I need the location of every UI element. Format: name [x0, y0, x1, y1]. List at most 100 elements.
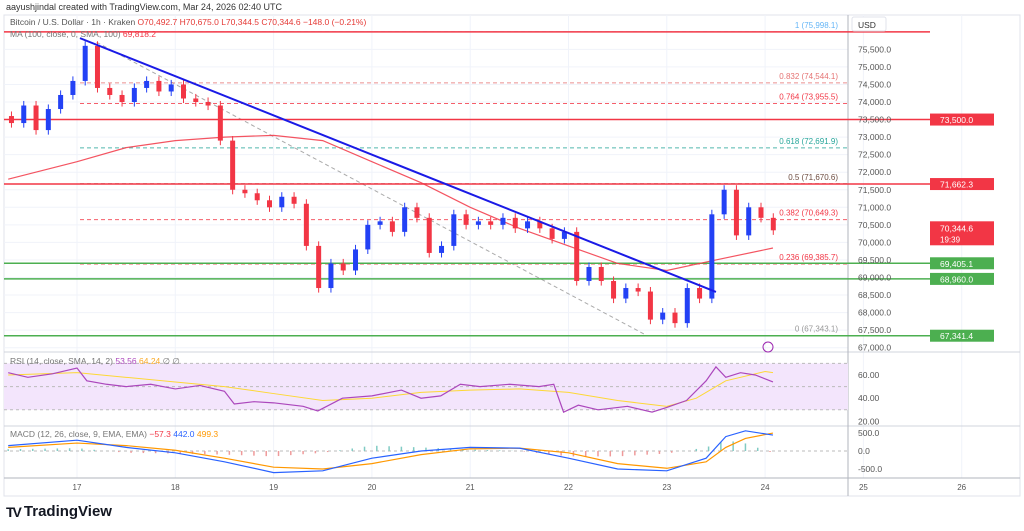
- fib-level-label: 0.832 (74,544.1): [779, 72, 838, 81]
- candle-body: [512, 217, 518, 229]
- price-level-badge: [930, 272, 994, 285]
- macd-tick-label: 500.0: [858, 428, 880, 438]
- legend-c: C70,344.6: [261, 17, 303, 27]
- candle-body: [217, 105, 223, 141]
- candle-body: [70, 80, 76, 95]
- macd-legend-v2: 442.0: [173, 429, 197, 439]
- fib-level-label: 0 (67,343.1): [795, 325, 838, 334]
- candle-body: [426, 217, 432, 253]
- rsi-legend-v2: 64.24: [139, 356, 163, 366]
- candle-body: [33, 105, 39, 131]
- fib-anchor-line: [96, 41, 648, 337]
- candle-body: [303, 203, 309, 246]
- trendline: [79, 37, 717, 293]
- candle-body: [21, 105, 27, 124]
- candle-body: [45, 109, 51, 131]
- price-tick-label: 74,500.0: [858, 79, 891, 89]
- candle-body: [230, 140, 236, 190]
- rsi-legend-v3: ∅: [163, 356, 173, 366]
- last-price-label: 70,344.6: [940, 223, 973, 233]
- candle-body: [316, 245, 322, 289]
- price-level-badge-label: 67,341.4: [940, 331, 973, 341]
- time-tick-label: 19: [269, 483, 278, 492]
- candle-body: [144, 80, 150, 88]
- price-level-badge-label: 73,500.0: [940, 115, 973, 125]
- fib-level-label: 0.764 (73,955.5): [779, 93, 838, 102]
- countdown-label: 19:39: [940, 235, 961, 244]
- legend-chg: −148.0 (−0.21%): [303, 17, 366, 27]
- candle-body: [623, 288, 629, 299]
- price-level-badge-label: 68,960.0: [940, 274, 973, 284]
- candle-body: [365, 224, 371, 250]
- candle-body: [647, 291, 653, 320]
- legend-l: L70,344.5: [221, 17, 261, 27]
- price-level-badge-label: 69,405.1: [940, 259, 973, 269]
- macd-legend-label: MACD (12, 26, close, 9, EMA, EMA): [10, 429, 149, 439]
- macd-line: [8, 430, 774, 474]
- fib-level-label: 1 (75,998.1): [795, 21, 838, 30]
- time-tick-label: 21: [466, 483, 475, 492]
- rsi-tick-label: 40.00: [858, 393, 880, 403]
- tradingview-logo[interactable]: TV TradingView: [6, 503, 112, 520]
- fib-level-label: 0.618 (72,691.9): [779, 137, 838, 146]
- candle-body: [328, 263, 334, 289]
- price-tick-label: 69,000.0: [858, 273, 891, 283]
- candle-body: [709, 214, 715, 299]
- candle-body: [561, 231, 567, 239]
- candle-body: [279, 196, 285, 208]
- price-tick-label: 67,500.0: [858, 325, 891, 335]
- candle-body: [525, 221, 531, 229]
- time-tick-label: 24: [761, 483, 770, 492]
- macd-tick-label: -500.0: [858, 464, 882, 474]
- candle-body: [733, 189, 739, 236]
- candle-body: [721, 189, 727, 215]
- rsi-legend: RSI (14, close, SMA, 14, 2) 53.56 64.24 …: [10, 356, 180, 366]
- candle-body: [758, 207, 764, 218]
- candle-body: [598, 266, 604, 282]
- candle-body: [770, 217, 776, 231]
- fib-level-label: 0.382 (70,649.3): [779, 209, 838, 218]
- rsi-tick-label: 20.00: [858, 416, 880, 426]
- rsi-legend-v1: 53.56: [115, 356, 139, 366]
- candle-body: [684, 288, 690, 324]
- time-tick-label: 25: [859, 483, 868, 492]
- price-tick-label: 67,000.0: [858, 343, 891, 353]
- candle-body: [586, 266, 592, 282]
- candle-body: [402, 207, 408, 232]
- candle-body: [475, 221, 481, 225]
- price-tick-label: 70,500.0: [858, 220, 891, 230]
- ma-legend: MA (100, close, 0, SMA, 100) 69,818.2: [10, 29, 156, 39]
- candle-body: [549, 228, 555, 239]
- legend-o: O70,492.7: [138, 17, 180, 27]
- price-tick-label: 68,000.0: [858, 308, 891, 318]
- price-level-badge: [930, 113, 994, 126]
- symbol-legend[interactable]: Bitcoin / U.S. Dollar · 1h · Kraken O70,…: [10, 17, 366, 27]
- candle-body: [451, 214, 457, 246]
- time-tick-label: 22: [564, 483, 573, 492]
- time-tick-label: 18: [171, 483, 180, 492]
- candle-body: [58, 94, 64, 110]
- rsi-tick-label: 60.00: [858, 370, 880, 380]
- candle-body: [267, 200, 273, 208]
- brand-name: TradingView: [23, 503, 112, 520]
- price-level-badge-label: 71,662.3: [940, 180, 973, 190]
- candle-body: [660, 312, 666, 320]
- macd-signal-line: [8, 432, 774, 470]
- price-tick-label: 70,000.0: [858, 237, 891, 247]
- candle-body: [242, 189, 248, 194]
- price-level-badge: [930, 329, 994, 342]
- time-tick-label: 26: [957, 483, 966, 492]
- candle-body: [389, 221, 395, 232]
- price-tick-label: 69,500.0: [858, 255, 891, 265]
- macd-legend-v1: −57.3: [149, 429, 173, 439]
- candle-body: [193, 98, 199, 102]
- candle-body: [574, 231, 580, 282]
- candle-body: [697, 288, 703, 299]
- currency-button[interactable]: [851, 16, 887, 32]
- candle-body: [205, 102, 211, 106]
- price-tick-label: 72,500.0: [858, 150, 891, 160]
- candle-body: [254, 193, 260, 201]
- candle-body: [377, 221, 383, 225]
